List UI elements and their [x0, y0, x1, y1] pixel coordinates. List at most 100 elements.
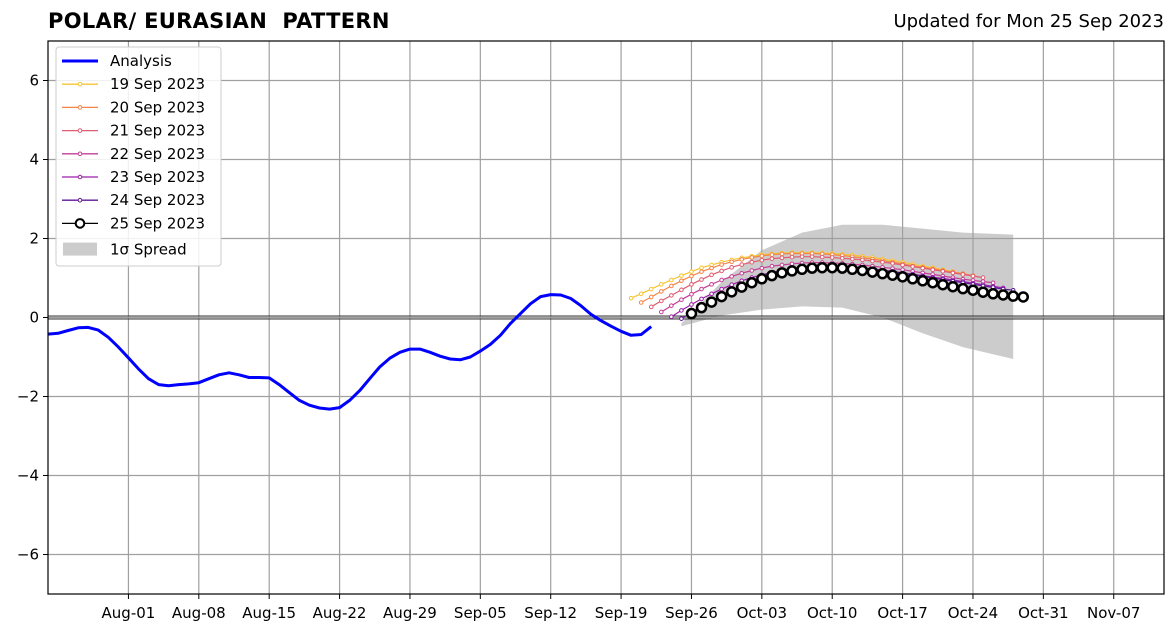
forecast-point	[920, 265, 926, 271]
forecast-point	[658, 282, 664, 287]
forecast-point	[699, 277, 704, 282]
x-tick-label: Nov-07	[1087, 604, 1140, 622]
legend-item: 1σ Spread	[63, 241, 187, 259]
forecast-point	[910, 264, 915, 269]
legend-label: 20 Sep 2023	[110, 98, 205, 116]
forecast-point	[890, 261, 895, 266]
forecast-point	[829, 255, 835, 260]
forecast-point	[749, 255, 755, 260]
legend-item: Analysis	[62, 52, 172, 70]
x-tick-label: Aug-22	[313, 604, 367, 622]
forecast-point	[896, 271, 909, 283]
forecast-point	[658, 309, 664, 315]
forecast-point	[699, 269, 704, 274]
forecast-point	[719, 262, 724, 267]
forecast-point	[950, 270, 956, 276]
forecast-point	[729, 282, 734, 288]
forecast-point	[719, 277, 724, 283]
forecast-point	[679, 278, 684, 284]
forecast-point	[860, 257, 865, 263]
forecast-point	[977, 286, 989, 298]
x-tick-label: Oct-10	[807, 604, 857, 622]
forecast-point	[679, 287, 684, 293]
forecast-point	[816, 261, 828, 274]
forecast-series-2023-09-22	[648, 254, 986, 310]
analysis-line	[47, 293, 653, 411]
legend-marker	[77, 128, 83, 133]
x-tick-label: Sep-05	[454, 604, 507, 622]
forecast-point	[729, 265, 734, 270]
forecast-point	[819, 254, 825, 260]
forecast-line	[650, 256, 984, 308]
legend-box	[55, 46, 222, 267]
forecast-point	[886, 269, 899, 281]
chart-title: POLAR/ EURASIAN PATTERN	[48, 9, 390, 33]
x-tick-label: Oct-31	[1018, 604, 1068, 622]
forecast-series-2023-09-26	[685, 261, 1029, 320]
forecast-point	[689, 269, 694, 274]
forecast-point	[779, 251, 785, 257]
forecast-point	[756, 273, 768, 285]
forecast-point	[776, 267, 788, 279]
x-tick-label: Aug-15	[242, 604, 296, 622]
legend-item: 22 Sep 2023	[62, 145, 205, 163]
forecast-point	[679, 297, 684, 303]
forecast-point	[906, 273, 919, 285]
forecast-point	[669, 314, 674, 320]
forecast-point	[876, 267, 889, 280]
forecast-point	[1007, 290, 1019, 302]
forecast-point	[719, 286, 724, 292]
y-tick-label: −6	[17, 546, 39, 564]
legend-label: 19 Sep 2023	[110, 75, 205, 93]
forecast-point	[689, 302, 694, 307]
forecast-point	[940, 268, 946, 274]
legend-label: 1σ Spread	[110, 241, 187, 259]
forecast-point	[669, 303, 674, 308]
legend-item: 24 Sep 2023	[62, 191, 205, 209]
forecast-point	[980, 275, 986, 280]
chart-subtitle: Updated for Mon 25 Sep 2023	[893, 11, 1164, 32]
forecast-point	[947, 280, 959, 293]
forecast-point	[628, 295, 634, 301]
forecast-point	[937, 278, 949, 291]
y-tick-label: 0	[29, 309, 39, 327]
forecast-point	[729, 259, 734, 265]
forecast-point	[669, 293, 674, 298]
forecast-point	[799, 254, 805, 259]
legend-label: 23 Sep 2023	[110, 168, 205, 186]
forecast-point	[796, 263, 808, 276]
forecast-point	[715, 290, 728, 303]
y-tick-label: 6	[29, 72, 39, 90]
x-tick-label: Oct-03	[737, 604, 787, 622]
forecast-point	[739, 257, 745, 262]
forecast-point	[689, 282, 694, 287]
forecast-point	[685, 307, 698, 320]
forecast-line	[640, 252, 974, 304]
forecast-point	[669, 277, 674, 283]
forecast-point	[739, 262, 745, 267]
forecast-point	[648, 286, 654, 292]
forecast-point	[689, 273, 694, 279]
y-tick-label: 4	[29, 151, 39, 169]
forecast-point	[679, 316, 684, 321]
forecast-point	[725, 286, 738, 298]
forecast-point	[870, 258, 875, 264]
forecast-point	[749, 259, 755, 265]
forecast-point	[836, 262, 849, 274]
y-tick-label: −2	[17, 388, 39, 406]
forecast-point	[809, 254, 815, 259]
x-tick-label: Aug-29	[383, 604, 437, 622]
forecast-point	[960, 272, 966, 277]
forecast-point	[916, 275, 929, 287]
legend-label: 22 Sep 2023	[110, 145, 205, 163]
forecast-point	[679, 308, 684, 313]
legend-label: 25 Sep 2023	[110, 214, 205, 232]
forecast-point	[856, 264, 869, 277]
forecast-point	[970, 273, 976, 279]
forecast-point	[709, 282, 714, 287]
forecast-point	[806, 262, 818, 274]
legend-label: 21 Sep 2023	[110, 122, 205, 140]
legend-marker	[77, 151, 83, 157]
forecast-point	[930, 267, 936, 273]
